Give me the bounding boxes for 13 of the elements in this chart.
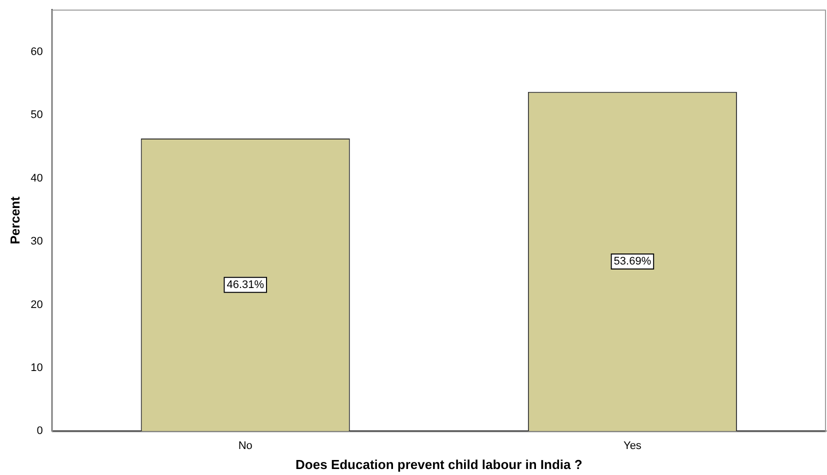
y-tick-label: 0 (36, 425, 43, 438)
y-tick-label: 60 (30, 46, 43, 58)
y-tick-label: 50 (30, 109, 43, 122)
y-axis-title: Percent (7, 196, 22, 244)
y-tick-label: 20 (30, 298, 43, 311)
data-label: 53.69% (614, 256, 652, 268)
x-tick-label: Yes (623, 440, 642, 452)
y-tick-label: 40 (30, 172, 43, 184)
x-axis-title: Does Education prevent child labour in India ? (296, 456, 582, 472)
data-label: 46.31% (226, 278, 264, 291)
y-tick-label: 10 (30, 362, 43, 374)
x-tick-label: No (238, 440, 252, 452)
y-tick-label: 30 (30, 236, 43, 248)
